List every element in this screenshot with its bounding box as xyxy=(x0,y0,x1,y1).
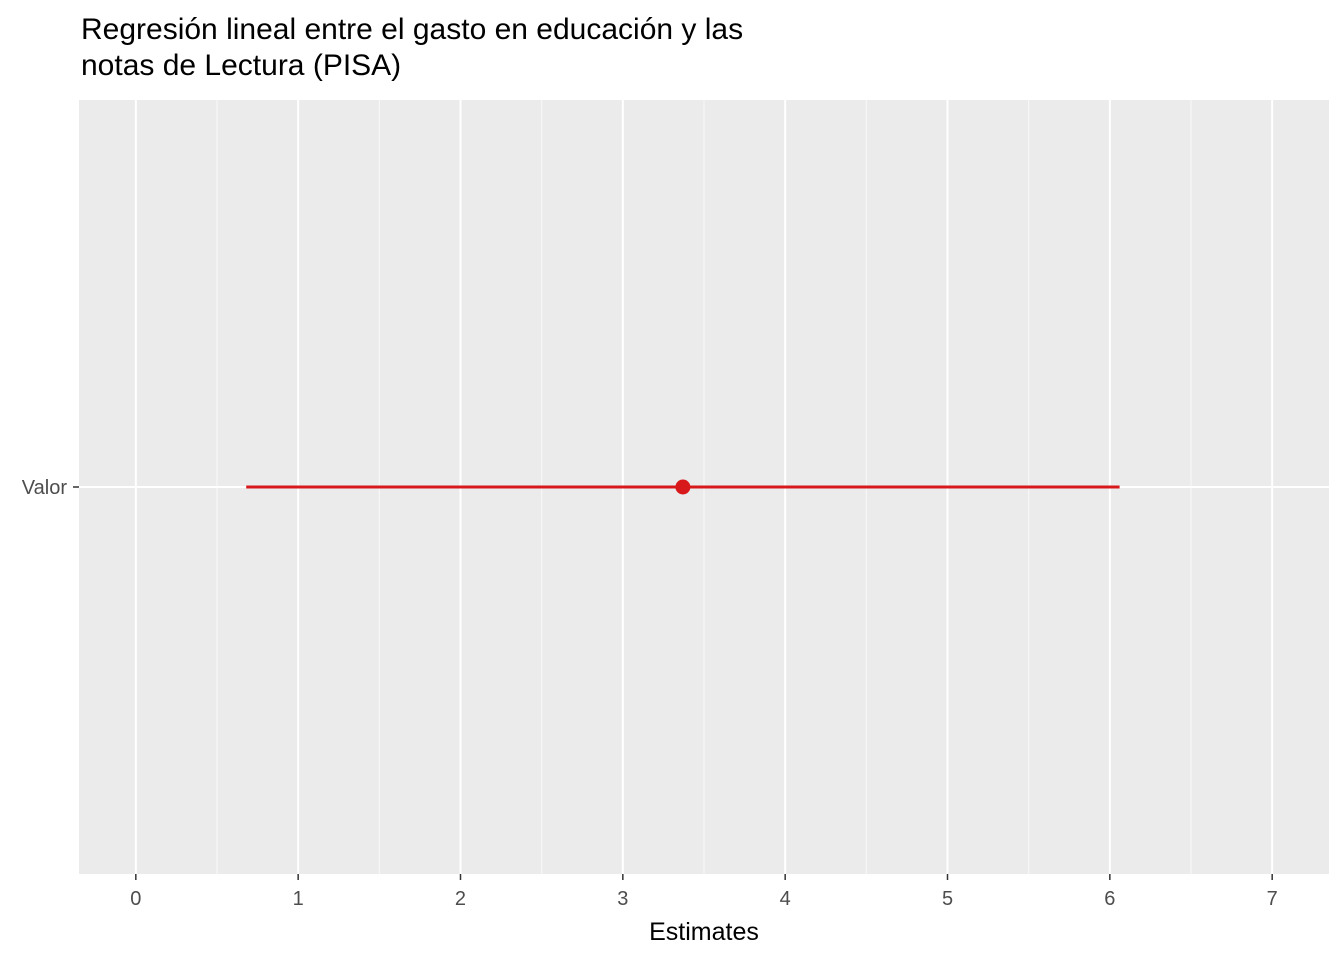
x-tick-label: 3 xyxy=(617,888,628,910)
chart-title: Regresión lineal entre el gasto en educa… xyxy=(81,12,743,84)
x-axis: 0 1 2 3 4 5 6 7 xyxy=(130,874,1278,910)
x-tick-label: 0 xyxy=(130,888,141,910)
x-tick-label: 2 xyxy=(455,888,466,910)
x-tick-label: 7 xyxy=(1267,888,1278,910)
y-axis: Valor xyxy=(22,477,79,499)
y-tick-label: Valor xyxy=(22,477,68,499)
x-tick-label: 4 xyxy=(780,888,791,910)
chart-title-line-1: Regresión lineal entre el gasto en educa… xyxy=(81,13,744,46)
x-axis-title: Estimates xyxy=(649,918,759,946)
x-tick-label: 1 xyxy=(293,888,304,910)
x-tick-label: 5 xyxy=(942,888,953,910)
chart-title-line-2: notas de Lectura (PISA) xyxy=(81,49,402,82)
x-tick-label: 6 xyxy=(1104,888,1115,910)
estimate-marks xyxy=(246,479,1120,495)
estimate-point xyxy=(675,479,691,495)
